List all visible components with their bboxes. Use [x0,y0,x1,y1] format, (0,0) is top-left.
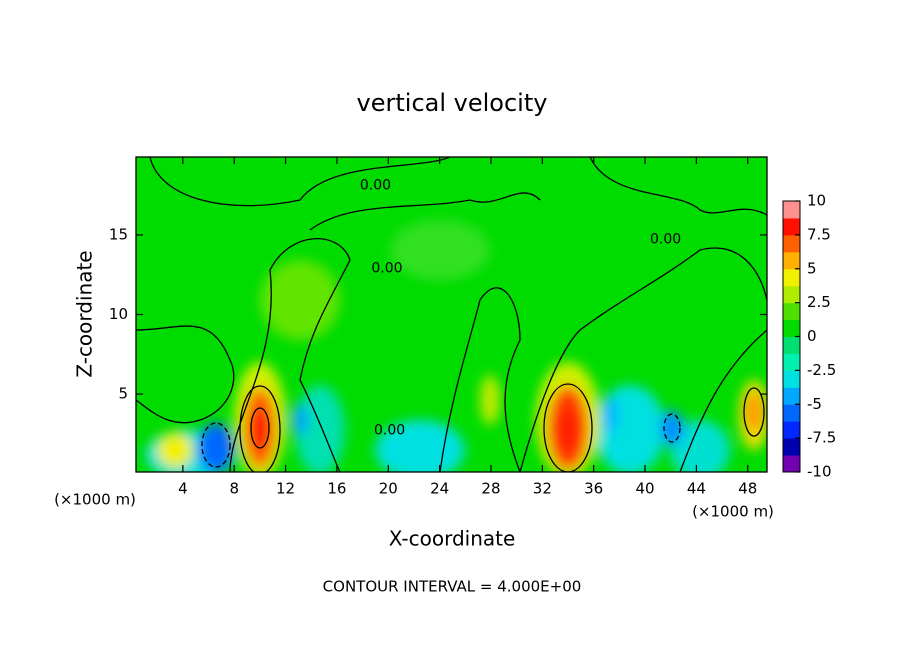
colorbar-tick-label: 5 [807,259,817,277]
colorbar-tick-label: -5 [807,395,822,413]
colorbar-band [783,404,800,422]
colorbar-tick-label: -2.5 [807,361,836,379]
x-tick-label: 8 [229,480,239,498]
colorbar-band [783,319,800,337]
colorbar-tick-label: 10 [807,192,826,210]
colorbar-band [783,438,800,456]
x-tick-label: 32 [533,480,552,498]
x-tick-label: 12 [276,480,295,498]
x-tick-label: 48 [738,480,757,498]
colorbar-tick-label: 2.5 [807,293,831,311]
x-unit-right: (×1000 m) [692,503,774,521]
field [136,157,767,472]
y-tick-label: 15 [109,225,128,243]
x-tick-label: 28 [481,480,500,498]
colorbar-band [783,201,800,219]
contour-label: 0.00 [374,423,405,439]
y-tick-label: 5 [118,385,128,403]
x-tick-label: 4 [178,480,188,498]
colorbar-band [783,251,800,270]
x-tick-label: 16 [327,480,346,498]
colorbar-band [783,353,800,371]
colorbar-band [783,370,800,388]
colorbar-tick-label: 0 [807,327,817,345]
colorbar-band [783,217,800,236]
colorbar-band [783,387,800,405]
x-axis-label: X-coordinate [389,527,516,551]
contour-label: 0.00 [650,232,681,248]
colorbar-band [783,268,800,287]
x-tick-label: 20 [379,480,398,498]
colorbar-tick-label: 7.5 [807,225,831,243]
colorbar-band [783,302,800,321]
y-axis-label: Z-coordinate [73,250,97,377]
colorbar-band [783,455,800,473]
x-tick-label: 44 [687,480,706,498]
chart-title: vertical velocity [357,89,548,117]
x-tick-label: 36 [584,480,603,498]
colorbar-tick-label: -10 [807,463,832,481]
contour-label: 0.00 [360,178,391,194]
colorbar-band [783,234,800,253]
x-tick-label: 24 [430,480,449,498]
colorbar-band [783,285,800,304]
colorbar-band [783,421,800,439]
colorbar-band [783,336,800,354]
y-tick-label: 10 [109,305,128,323]
colorbar-tick-label: -7.5 [807,429,836,447]
footer: CONTOUR INTERVAL = 4.000E+00 [323,578,582,596]
x-tick-label: 40 [635,480,654,498]
contour-label: 0.00 [371,260,402,276]
x-unit-left: (×1000 m) [54,491,136,509]
